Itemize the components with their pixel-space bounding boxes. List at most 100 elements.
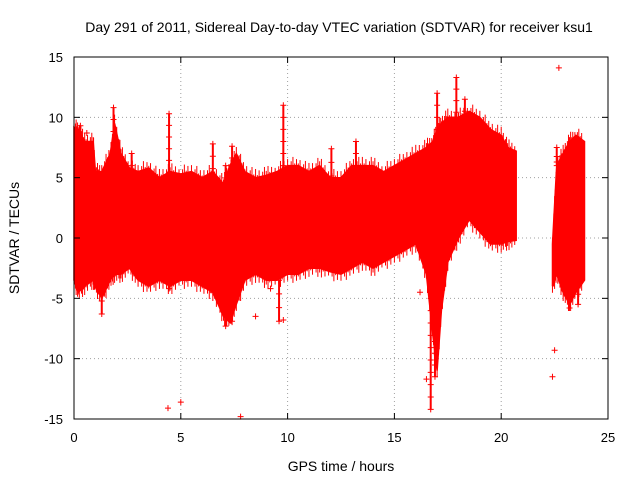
plus-marker — [276, 304, 283, 311]
plus-marker — [229, 271, 236, 278]
x-tick-label: 20 — [494, 430, 508, 445]
plus-marker — [166, 215, 173, 222]
plus-marker — [229, 178, 236, 185]
x-tick-label: 10 — [280, 430, 294, 445]
plus-marker — [280, 138, 287, 145]
plus-marker — [453, 86, 460, 93]
plus-marker — [280, 198, 287, 205]
outlier-point — [417, 289, 424, 296]
plus-marker — [431, 326, 438, 333]
plus-marker — [575, 291, 582, 298]
plus-marker — [352, 150, 359, 157]
plus-marker — [427, 307, 434, 314]
y-tick-label: -15 — [44, 412, 63, 427]
plus-marker — [98, 311, 105, 318]
plus-marker — [128, 186, 135, 193]
plus-marker — [431, 314, 438, 321]
data-layer — [73, 64, 586, 420]
plus-marker — [280, 259, 287, 266]
plus-marker — [427, 332, 434, 339]
plus-marker — [77, 258, 84, 265]
plus-marker — [209, 202, 216, 209]
plus-marker — [229, 306, 236, 313]
plus-marker — [222, 310, 229, 317]
plus-marker — [128, 174, 135, 181]
plus-marker — [276, 290, 283, 297]
plus-marker — [110, 247, 117, 254]
plus-marker — [209, 289, 216, 296]
plus-marker — [166, 169, 173, 176]
plus-marker — [166, 262, 173, 269]
plus-marker — [110, 235, 117, 242]
plus-marker — [427, 295, 434, 302]
y-tick-label: 0 — [56, 231, 63, 246]
plus-marker — [276, 277, 283, 284]
plus-marker — [431, 173, 438, 180]
plus-marker — [209, 190, 216, 197]
plus-marker — [461, 96, 468, 103]
y-tick-label: -10 — [44, 352, 63, 367]
plus-marker — [209, 215, 216, 222]
plus-marker — [166, 239, 173, 246]
y-axis-title: SDTVAR / TECUs — [6, 182, 22, 294]
plus-marker — [575, 301, 582, 308]
plus-marker — [461, 108, 468, 115]
plus-marker — [128, 210, 135, 217]
plus-marker — [110, 211, 117, 218]
plus-marker — [431, 197, 438, 204]
plus-marker — [575, 281, 582, 288]
plus-marker — [229, 294, 236, 301]
plus-marker — [209, 276, 216, 283]
outlier-point — [177, 399, 184, 406]
plus-marker — [222, 187, 229, 194]
plus-marker — [166, 134, 173, 141]
plus-marker — [98, 298, 105, 305]
plus-marker — [280, 210, 287, 217]
plus-marker — [229, 236, 236, 243]
plus-marker — [431, 338, 438, 345]
plus-marker — [280, 271, 287, 278]
plus-marker — [434, 138, 441, 145]
plus-marker — [209, 177, 216, 184]
plus-marker — [77, 221, 84, 228]
plus-marker — [77, 196, 84, 203]
plus-marker — [280, 222, 287, 229]
plus-marker — [128, 198, 135, 205]
plus-marker — [575, 271, 582, 278]
plus-marker — [110, 223, 117, 230]
plus-marker — [77, 209, 84, 216]
plus-marker — [427, 344, 434, 351]
plus-marker — [166, 192, 173, 199]
plus-marker — [222, 236, 229, 243]
plus-marker — [222, 261, 229, 268]
plus-marker — [280, 247, 287, 254]
plus-marker — [280, 186, 287, 193]
plus-marker — [229, 259, 236, 266]
plus-marker — [280, 126, 287, 133]
outlier-point — [252, 313, 259, 320]
plus-marker — [280, 174, 287, 181]
plus-marker — [352, 138, 359, 145]
plus-marker — [431, 350, 438, 357]
plus-marker — [280, 162, 287, 169]
plus-marker — [434, 90, 441, 97]
plus-marker — [553, 144, 560, 151]
plus-marker — [222, 199, 229, 206]
plus-marker — [110, 128, 117, 135]
plus-marker — [110, 175, 117, 182]
outlier-point — [423, 376, 430, 383]
plus-marker — [98, 272, 105, 279]
plus-marker — [328, 173, 335, 180]
x-tick-label: 0 — [70, 430, 77, 445]
plus-marker — [128, 162, 135, 169]
plus-marker — [229, 201, 236, 208]
plus-marker — [77, 172, 84, 179]
x-axis-title: GPS time / hours — [288, 458, 395, 474]
plus-marker — [98, 259, 105, 266]
plus-marker — [209, 153, 216, 160]
plus-marker — [427, 394, 434, 401]
plus-marker — [431, 279, 438, 286]
plus-marker — [128, 222, 135, 229]
plus-marker — [431, 291, 438, 298]
